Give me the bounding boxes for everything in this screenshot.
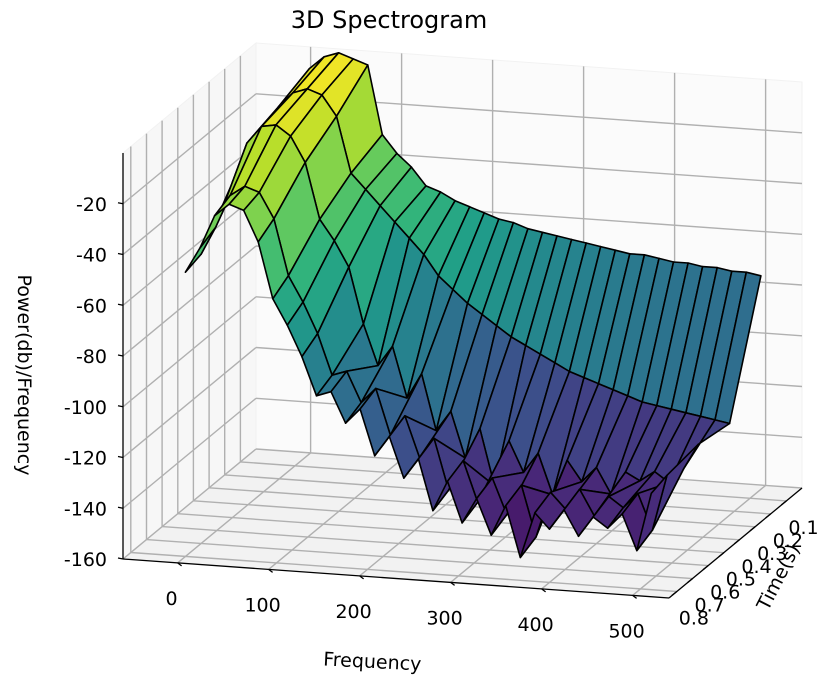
y-grid-line-floor xyxy=(146,538,693,580)
z-grid-line-wall xyxy=(122,397,257,509)
x-tick-mark xyxy=(632,594,637,599)
z-tick-label: -140 xyxy=(64,498,107,520)
y-tick-label: 0.1 xyxy=(788,517,818,539)
z-grid-line-wall xyxy=(122,296,257,408)
z-grid-line-wall xyxy=(122,448,257,560)
y-tick-mark xyxy=(702,565,709,571)
x-tick-label: 100 xyxy=(244,594,280,616)
y-tick-mark xyxy=(687,578,693,584)
y-tick-label: 0.5 xyxy=(726,569,756,591)
y-tick-label: 0.6 xyxy=(710,582,740,604)
x-tick-label: 300 xyxy=(426,607,462,629)
x-tick-label: 500 xyxy=(608,620,644,642)
z-tick-mark xyxy=(117,455,124,459)
z-tick-label: -80 xyxy=(76,346,107,368)
z-tick-label: -100 xyxy=(64,397,107,419)
x-grid-line-floor xyxy=(268,458,403,570)
x-grid-line-floor xyxy=(632,484,767,596)
x-tick-label: 200 xyxy=(335,601,371,623)
z-grid-line-wall xyxy=(122,93,257,205)
z-tick-mark xyxy=(117,252,124,256)
y-grid-line-floor xyxy=(177,513,724,554)
z-tick-mark xyxy=(117,202,124,205)
x-tick-mark xyxy=(450,581,455,586)
z-tick-label: -40 xyxy=(76,245,107,267)
chart-title: 3D Spectrogram xyxy=(291,6,487,34)
y-tick-mark xyxy=(765,513,772,519)
y-tick-mark xyxy=(671,590,678,597)
x-grid-line-floor xyxy=(177,452,312,564)
x-axis-label: Frequency xyxy=(323,648,422,675)
y-tick-mark xyxy=(718,552,725,558)
y-tick-label: 0.7 xyxy=(695,595,725,617)
z-tick-mark xyxy=(117,557,124,560)
z-tick-mark xyxy=(117,354,124,357)
y-tick-mark xyxy=(749,526,756,532)
x-tick-mark xyxy=(177,562,182,567)
x-axis-line xyxy=(122,558,670,599)
y-tick-mark xyxy=(780,500,787,506)
surface-cell xyxy=(635,474,668,552)
y-tick-label: 0.2 xyxy=(773,530,803,552)
z-tick-label: -60 xyxy=(76,295,107,317)
x-tick-mark xyxy=(268,568,273,573)
z-tick-mark xyxy=(117,405,124,408)
x-tick-mark xyxy=(359,575,364,580)
z-tick-mark xyxy=(117,303,124,306)
z-tick-label: -120 xyxy=(64,448,107,470)
x-tick-label: 400 xyxy=(517,614,553,636)
z-tick-label: -160 xyxy=(64,549,107,571)
y-tick-label: 0.8 xyxy=(679,608,709,630)
y-grid-line-floor xyxy=(130,551,677,593)
y-tick-label: 0.3 xyxy=(757,543,787,565)
z-grid-line-wall xyxy=(122,194,257,306)
z-tick-label: -20 xyxy=(76,194,107,216)
y-tick-label: 0.4 xyxy=(741,556,771,578)
z-tick-mark xyxy=(117,506,124,509)
z-grid-line-wall xyxy=(122,245,257,357)
z-axis-label: Power(db)/Frequency xyxy=(13,275,35,476)
x-tick-label: 0 xyxy=(166,588,178,610)
z-grid-line-wall xyxy=(122,346,257,459)
y-grid-line-floor xyxy=(162,525,709,567)
z-grid-line-wall xyxy=(122,143,257,256)
x-tick-mark xyxy=(541,588,546,593)
y-tick-mark xyxy=(733,539,740,545)
